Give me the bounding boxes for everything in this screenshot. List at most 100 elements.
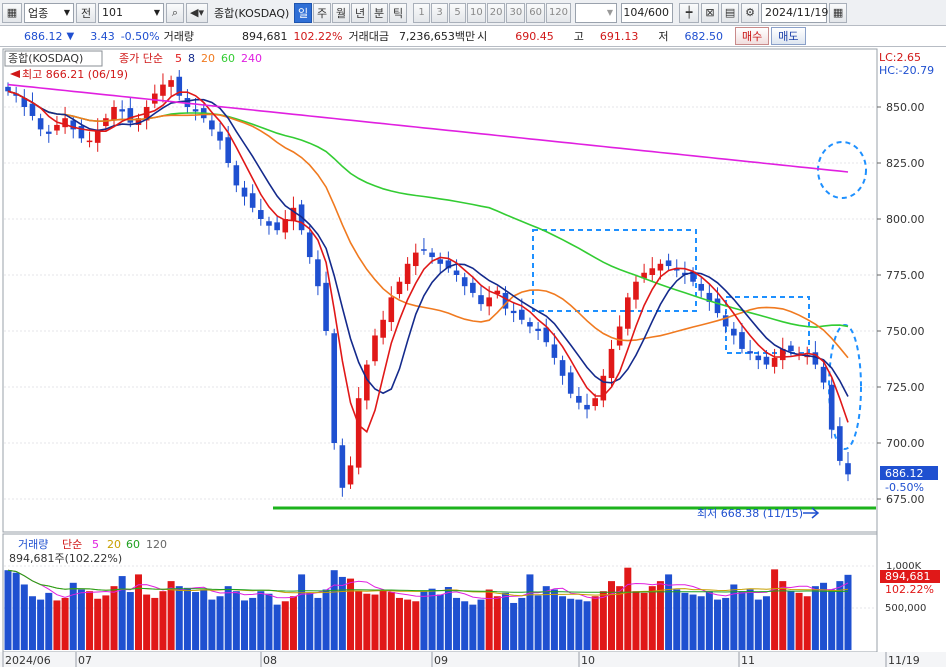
grid-menu-icon[interactable]: ▦ (2, 2, 22, 23)
sell-button[interactable]: 매도 (771, 27, 806, 45)
volume-bar (607, 581, 615, 650)
hc-label: HC:-20.79 (879, 64, 934, 77)
volume-tag-pct: 102.22% (885, 583, 934, 596)
low-marker-arrow-icon (803, 507, 820, 519)
volume-current: 894,681주(102.22%) (9, 552, 122, 565)
quote-bar: 686.12 ▼ 3.43 -0.50% 거래량 894,681 102.22%… (0, 26, 946, 47)
date-label: 2024/06 (5, 654, 51, 667)
tab-period-day[interactable]: 일 (294, 2, 312, 23)
buy-button[interactable]: 매수 (735, 27, 770, 45)
tab-period-year[interactable]: 년 (351, 2, 369, 23)
volume-bar (412, 601, 420, 650)
volume-bar (102, 595, 110, 650)
candle-body (331, 333, 338, 443)
date-label: 08 (263, 654, 277, 667)
down-arrow-icon: ▼ (66, 30, 75, 42)
chart-area[interactable]: 850.00 825.00 800.00 775.00 750.00 725.00 700.… (0, 47, 946, 667)
interval-button-1[interactable]: 1 (413, 2, 430, 23)
volume-ma-120: 120 (146, 538, 167, 551)
speaker-icon[interactable]: ◀▾ (186, 2, 208, 23)
volume-bar (722, 597, 730, 650)
chart-type-icon[interactable]: ⊠ (701, 2, 720, 23)
volume-bar (126, 592, 134, 650)
volume-ma-20: 20 (107, 538, 121, 551)
price-tick-label: 675.00 (886, 493, 925, 506)
candle-body (559, 360, 566, 376)
interval-button-120[interactable]: 120 (545, 2, 572, 23)
candle-body (788, 345, 794, 352)
count-input[interactable]: 104/600 (621, 2, 674, 23)
volume-bar (175, 586, 183, 650)
tab-period-week[interactable]: 주 (313, 2, 331, 23)
interval-button-10[interactable]: 10 (467, 2, 486, 23)
volume-bar (599, 591, 607, 650)
price-tag-pct: -0.50% (885, 481, 924, 494)
candle-body (576, 395, 582, 403)
date-label: 09 (434, 654, 448, 667)
volume-ma-lines (7, 569, 849, 600)
candle-body (192, 109, 199, 112)
volume-bar (714, 599, 722, 650)
volume-bar (453, 597, 461, 650)
candle-body (502, 292, 509, 309)
low-note: 최저 668.38 (11/15) (697, 507, 803, 520)
candle-body (649, 268, 656, 275)
volume-bar (485, 589, 493, 650)
price-tick-label: 725.00 (886, 381, 925, 394)
price-tick-label: 825.00 (886, 157, 925, 170)
candle-body (567, 372, 574, 394)
volume-bar (591, 596, 599, 650)
candle-body (722, 315, 729, 327)
candle-body (584, 404, 590, 410)
candle-body (535, 328, 541, 331)
candle-body (812, 352, 819, 365)
volume-bar (518, 597, 526, 650)
candle-body (29, 103, 36, 116)
interval-button-20[interactable]: 20 (486, 2, 506, 23)
search-icon[interactable]: ⌕ (166, 2, 184, 23)
screen-icon[interactable]: ▤ (721, 2, 740, 23)
volume-bar (681, 592, 689, 650)
current-price: 686.12 (24, 29, 63, 43)
volume-bar (28, 596, 36, 650)
gear-icon[interactable]: ⚙ (741, 2, 760, 23)
interval-button-5[interactable]: 5 (449, 2, 466, 23)
date-input[interactable]: 2024/11/19 (761, 2, 828, 23)
price-tick-label: 775.00 (886, 269, 925, 282)
volume-bar (61, 597, 69, 650)
volume-tag-box (880, 570, 940, 583)
code-input[interactable]: 101 ▼ (98, 2, 164, 23)
candle-settings-icon[interactable]: ┿ (679, 2, 700, 23)
market-all-button[interactable]: 전 (76, 2, 96, 23)
candle-body (747, 351, 753, 354)
market-select[interactable]: 업종 ▼ (24, 2, 74, 23)
interval-button-60[interactable]: 60 (526, 2, 545, 23)
high-note: 최고 866.21 (06/19) (22, 68, 128, 81)
volume-bar (37, 599, 45, 650)
dashed-ellipse-ma8 (828, 324, 862, 450)
calendar-icon[interactable]: ▦ (829, 2, 848, 23)
price-chart[interactable]: 850.00 825.00 800.00 775.00 750.00 725.00 700.… (0, 47, 946, 667)
volume-value: 894,681 (242, 29, 288, 43)
candle-body (633, 281, 639, 300)
volume-bar (241, 600, 249, 650)
interval-custom-input[interactable]: ▼ (575, 2, 618, 23)
candle-body (13, 93, 19, 96)
tab-period-minute[interactable]: 분 (370, 2, 388, 23)
volume-bar (338, 576, 346, 650)
candle-body (290, 207, 297, 222)
price-axis-ticks: 850.00 825.00 800.00 775.00 750.00 725.00 700.… (877, 101, 925, 506)
price-panel-frame (2, 48, 878, 533)
volume-bar (363, 593, 371, 650)
interval-button-30[interactable]: 30 (506, 2, 526, 23)
candle-body (510, 310, 517, 314)
volume-bar (379, 589, 387, 650)
tab-period-month[interactable]: 월 (332, 2, 350, 23)
tab-period-tick[interactable]: 틱 (389, 2, 407, 23)
volume-bar (738, 591, 746, 650)
interval-button-3[interactable]: 3 (431, 2, 448, 23)
volume-bar (705, 591, 713, 650)
candle-body (54, 124, 60, 131)
candle-body (714, 298, 721, 314)
candle-body (429, 252, 435, 258)
